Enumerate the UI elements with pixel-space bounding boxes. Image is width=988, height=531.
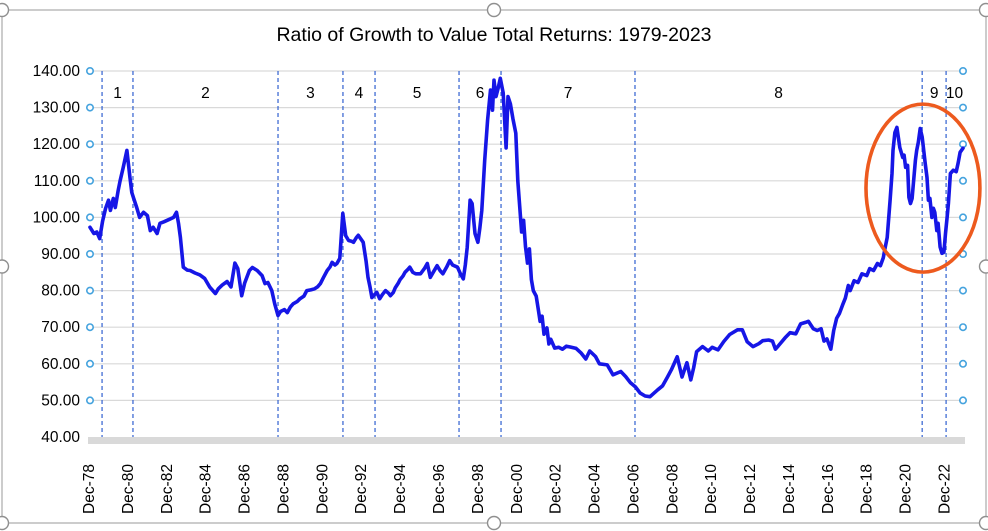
x-tick-label: Dec-90 [314, 464, 331, 514]
edge-marker [86, 140, 95, 149]
x-tick-label: Dec-06 [625, 464, 642, 514]
edge-marker [958, 396, 967, 405]
x-tick-label: Dec-78 [81, 464, 98, 514]
edge-marker [86, 176, 95, 185]
y-tick-label: 80.00 [41, 283, 80, 300]
region-label: 2 [201, 85, 210, 102]
region-label: 3 [306, 85, 315, 102]
x-tick-label: Dec-86 [237, 464, 254, 514]
highlight-ellipse[interactable] [864, 102, 982, 274]
region-label: 6 [476, 85, 485, 102]
y-tick-label: 140.00 [33, 63, 81, 80]
edge-marker [958, 67, 967, 76]
edge-marker [86, 323, 95, 332]
edge-marker [86, 103, 95, 112]
selection-handle[interactable] [0, 515, 10, 531]
x-tick-label: Dec-18 [859, 464, 876, 514]
y-tick-label: 120.00 [33, 136, 81, 153]
region-label: 8 [774, 85, 783, 102]
selection-handle[interactable] [978, 2, 988, 18]
region-label: 9 [930, 85, 939, 102]
edge-marker [958, 103, 967, 112]
edge-marker [86, 67, 95, 76]
y-tick-label: 130.00 [33, 100, 81, 117]
selection-handle[interactable] [0, 2, 10, 18]
x-tick-label: Dec-10 [703, 464, 720, 514]
x-tick-label: Dec-04 [587, 464, 604, 514]
y-tick-label: 110.00 [34, 173, 81, 190]
edge-marker [958, 359, 967, 368]
x-tick-label: Dec-98 [470, 464, 487, 514]
y-tick-label: 40.00 [41, 429, 80, 446]
x-tick-label: Dec-88 [275, 464, 292, 514]
x-tick-label: Dec-08 [664, 464, 681, 514]
x-tick-label: Dec-20 [898, 464, 915, 514]
region-label: 5 [413, 85, 422, 102]
edge-marker [86, 250, 95, 259]
x-tick-label: Dec-84 [198, 464, 215, 514]
edge-marker [958, 286, 967, 295]
region-label: 10 [946, 85, 964, 102]
edge-marker [958, 176, 967, 185]
x-tick-label: Dec-96 [431, 464, 448, 514]
selection-handle[interactable] [978, 259, 988, 274]
edge-marker [86, 396, 95, 405]
x-tick-label: Dec-00 [509, 464, 526, 514]
y-tick-label: 100.00 [33, 209, 81, 226]
x-axis-bar [88, 437, 965, 444]
edge-marker [958, 323, 967, 332]
selection-handle[interactable] [486, 515, 502, 531]
selection-handle[interactable] [486, 2, 502, 18]
region-label: 4 [355, 85, 364, 102]
edge-marker [86, 359, 95, 368]
y-tick-label: 70.00 [41, 319, 80, 336]
x-tick-label: Dec-16 [820, 464, 837, 514]
edge-marker [86, 286, 95, 295]
region-label: 1 [113, 85, 122, 102]
edge-marker [958, 213, 967, 222]
x-tick-label: Dec-80 [120, 464, 137, 514]
selection-handle[interactable] [0, 259, 10, 274]
y-tick-label: 60.00 [41, 356, 80, 373]
ratio-line-series[interactable] [88, 76, 965, 399]
region-label: 7 [564, 85, 573, 102]
x-tick-label: Dec-82 [159, 464, 176, 514]
y-tick-label: 50.00 [41, 392, 80, 409]
edge-marker [86, 213, 95, 222]
x-tick-label: Dec-12 [742, 464, 759, 514]
x-tick-label: Dec-14 [781, 464, 798, 514]
x-tick-label: Dec-22 [937, 464, 954, 514]
x-tick-label: Dec-94 [392, 464, 409, 514]
selection-handle[interactable] [978, 515, 988, 531]
x-tick-label: Dec-92 [353, 464, 370, 514]
x-tick-label: Dec-02 [548, 464, 565, 514]
chart-title[interactable]: Ratio of Growth to Value Total Returns: … [276, 24, 711, 46]
y-tick-label: 90.00 [41, 246, 80, 263]
